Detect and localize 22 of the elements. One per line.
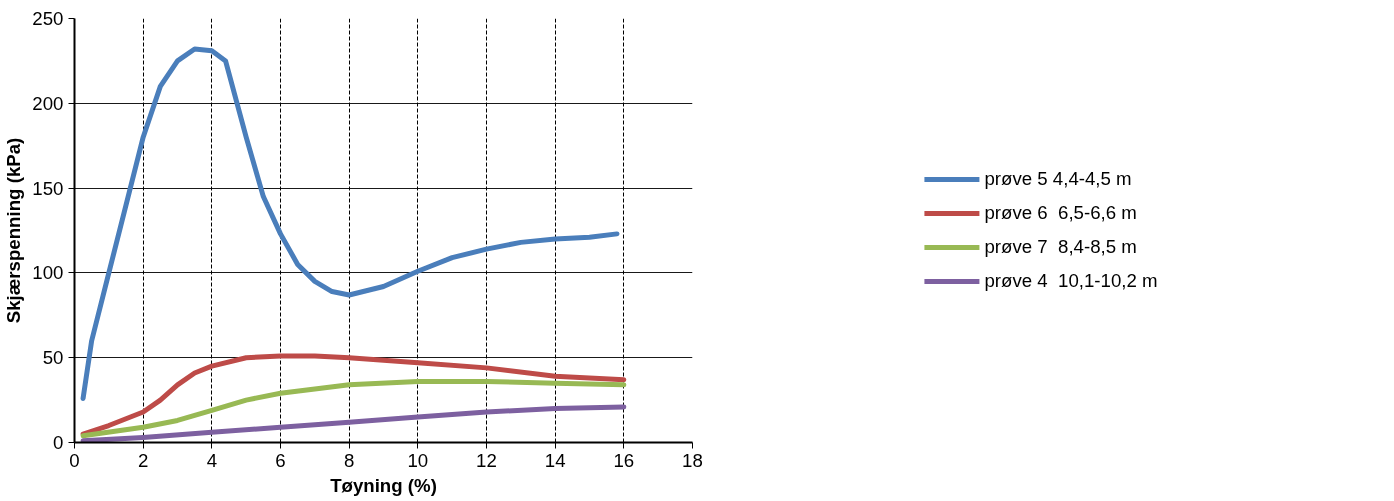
- x-tick-label: 14: [544, 449, 566, 471]
- legend-label: prøve 7 8,4-8,5 m: [984, 236, 1137, 258]
- x-tick-label: 16: [613, 449, 635, 471]
- x-tick-label: 10: [407, 449, 429, 471]
- legend-label: prøve 4 10,1-10,2 m: [984, 270, 1158, 292]
- y-tick-label: 150: [32, 177, 64, 199]
- x-tick-label: 6: [275, 449, 286, 471]
- x-tick-label: 18: [682, 449, 703, 471]
- x-tick-label: 0: [69, 449, 80, 471]
- legend-label: prøve 6 6,5-6,6 m: [984, 202, 1137, 224]
- x-tick-label: 12: [476, 449, 497, 471]
- legend-label: prøve 5 4,4-4,5 m: [984, 168, 1132, 190]
- x-axis-title: Tøyning (%): [330, 474, 437, 496]
- y-tick-label: 200: [32, 92, 64, 114]
- y-axis-title: Skjærspenning (kPa): [3, 137, 25, 324]
- x-tick-label: 4: [206, 449, 218, 471]
- y-tick-label: 250: [32, 8, 64, 29]
- x-tick-label: 8: [343, 449, 355, 471]
- y-tick-label: 50: [42, 347, 64, 369]
- y-tick-label: 100: [32, 262, 64, 284]
- x-tick-label: 2: [137, 449, 149, 471]
- y-tick-label: 0: [53, 432, 64, 453]
